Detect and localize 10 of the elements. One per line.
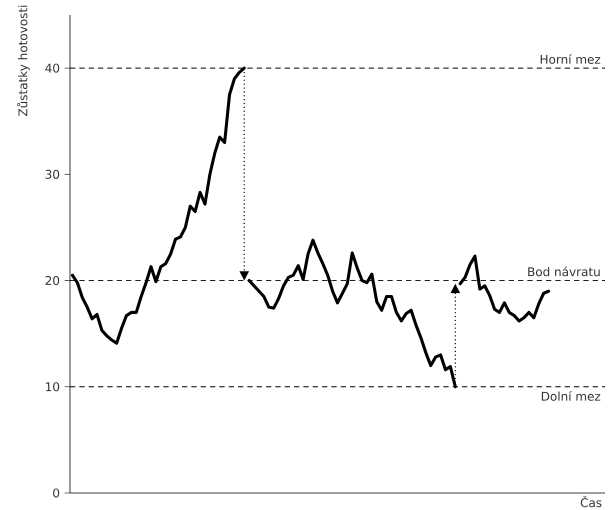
y-tick-label: 0 xyxy=(53,488,60,498)
y-axis-title: Zůstatky hotovosti xyxy=(17,6,30,116)
y-tick-label: 20 xyxy=(46,276,60,286)
y-tick-label: 30 xyxy=(46,170,60,179)
y-tick-label: 40 xyxy=(45,64,60,73)
ref-line-label: Bod návratu xyxy=(528,266,600,276)
x-axis-title: Čas xyxy=(580,496,602,508)
y-tick-label: 10 xyxy=(46,382,60,392)
ref-line-label: Horní mez xyxy=(540,54,600,64)
ref-line-label: Dolní mez xyxy=(542,391,600,401)
